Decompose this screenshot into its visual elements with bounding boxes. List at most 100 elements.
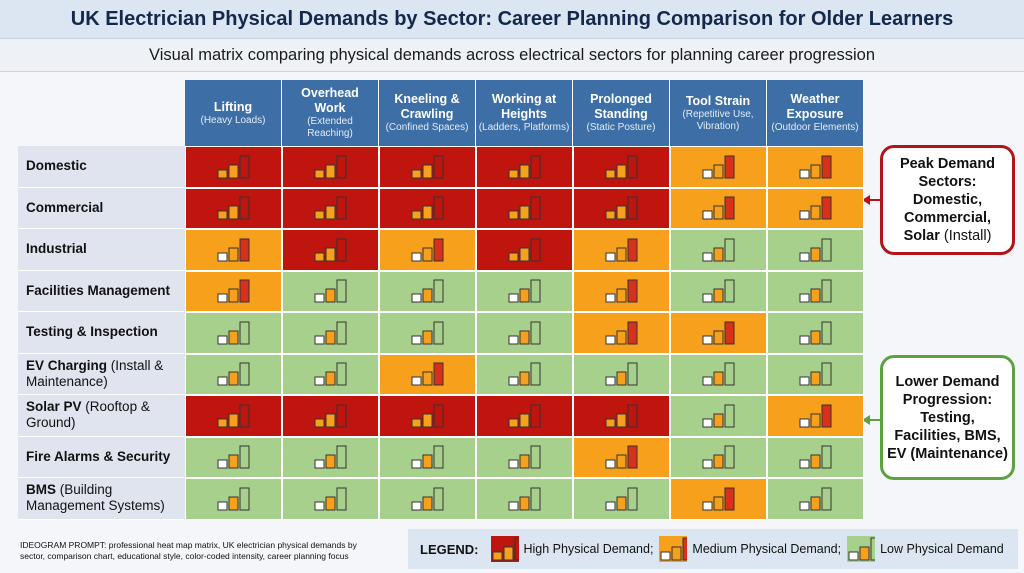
callout: Lower Demand Progression: Testing, Facili… (880, 355, 1015, 480)
column-note: (Confined Spaces) (385, 122, 469, 133)
column-name: Prolonged Standing (590, 92, 652, 121)
level-icon (508, 321, 540, 345)
level-icon (702, 321, 734, 345)
level-icon (314, 321, 346, 345)
heat-cell (573, 395, 670, 437)
row-label: Fire Alarms & Security (18, 436, 185, 478)
level-icon (508, 404, 540, 428)
legend-swatch (490, 536, 519, 562)
row-label: Facilities Management (18, 270, 185, 312)
level-icon (314, 238, 346, 262)
legend-item: Low Physical Demand (847, 536, 1004, 562)
column-name: Kneeling & Crawling (394, 92, 460, 121)
row-name: Domestic (26, 158, 87, 174)
level-icon (508, 362, 540, 386)
level-icon (411, 155, 443, 179)
heat-cell (185, 312, 282, 354)
legend-label: High Physical Demand; (523, 542, 654, 556)
chart-title: UK Electrician Physical Demands by Secto… (0, 0, 1024, 38)
heat-cell (670, 270, 767, 312)
level-icon (314, 404, 346, 428)
level-icon (508, 487, 540, 511)
heat-cell (282, 146, 379, 188)
heat-cell (282, 395, 379, 437)
legend-title: LEGEND: (420, 541, 479, 557)
row-label-text: Fire Alarms & Security (26, 449, 170, 465)
heat-cell (185, 395, 282, 437)
heat-cell (282, 353, 379, 395)
column-name: Lifting (213, 99, 253, 114)
heat-cell (476, 270, 573, 312)
level-icon (702, 362, 734, 386)
row-note: (Install & Maintenance) (26, 357, 164, 389)
level-icon (799, 279, 831, 303)
legend-swatch (847, 536, 876, 562)
callout-body: Testing, Facilities, BMS, EV (Maintenanc… (887, 409, 1008, 462)
heat-cell (573, 436, 670, 478)
row-label-text: Industrial (26, 241, 87, 257)
level-icon (411, 321, 443, 345)
level-icon (605, 362, 637, 386)
legend-label: Low Physical Demand (880, 542, 1004, 556)
heat-cell (185, 229, 282, 271)
heat-cell (185, 270, 282, 312)
level-icon (605, 238, 637, 262)
heat-cell (573, 312, 670, 354)
heat-cell (573, 187, 670, 229)
level-icon (217, 238, 249, 262)
level-icon (411, 487, 443, 511)
column-header: Working at Heights (Ladders, Platforms) (476, 80, 573, 146)
heat-cell (282, 436, 379, 478)
level-icon (605, 321, 637, 345)
heat-cell (476, 187, 573, 229)
heat-cell (573, 146, 670, 188)
level-icon (799, 445, 831, 469)
heat-cell (379, 353, 476, 395)
heat-cell (185, 353, 282, 395)
level-icon (217, 445, 249, 469)
column-note: (Extended Reaching) (307, 116, 353, 139)
level-icon (660, 537, 688, 561)
heat-cell (476, 229, 573, 271)
legend-label: Medium Physical Demand; (692, 542, 842, 556)
column-header: Tool Strain (Repetitive Use, Vibration) (670, 80, 767, 146)
heat-cell (767, 229, 864, 271)
level-icon (217, 321, 249, 345)
row-name: Fire Alarms & Security (26, 448, 171, 464)
heat-cell (573, 229, 670, 271)
level-icon (848, 537, 876, 561)
level-icon (411, 238, 443, 262)
level-icon (314, 155, 346, 179)
level-icon (508, 238, 540, 262)
level-icon (799, 487, 831, 511)
heat-cell (282, 270, 379, 312)
row-name: BMS (26, 482, 56, 498)
level-icon (314, 445, 346, 469)
heat-cell (379, 146, 476, 188)
row-name: EV Charging (26, 357, 108, 373)
level-icon (314, 196, 346, 220)
legend-item: Medium Physical Demand; (659, 536, 841, 562)
level-icon (411, 196, 443, 220)
heat-cell (379, 478, 476, 520)
level-icon (411, 404, 443, 428)
level-icon (702, 238, 734, 262)
column-note: (Outdoor Elements) (771, 122, 859, 133)
heat-cell (379, 312, 476, 354)
column-note: (Repetitive Use, Vibration) (682, 108, 754, 132)
heat-cell (282, 312, 379, 354)
heat-cell (670, 187, 767, 229)
heat-cell (767, 312, 864, 354)
heat-cell (767, 478, 864, 520)
heat-cell (573, 353, 670, 395)
column-name: Tool Strain (685, 93, 751, 108)
heat-cell (670, 478, 767, 520)
level-icon (492, 537, 519, 561)
level-icon (799, 196, 831, 220)
heat-cell (379, 270, 476, 312)
heat-cell (476, 312, 573, 354)
row-name: Testing & Inspection (26, 324, 158, 340)
column-header: Overhead Work (Extended Reaching) (282, 80, 379, 146)
legend: LEGEND: High Physical Demand; Medium Physi… (408, 529, 1018, 569)
